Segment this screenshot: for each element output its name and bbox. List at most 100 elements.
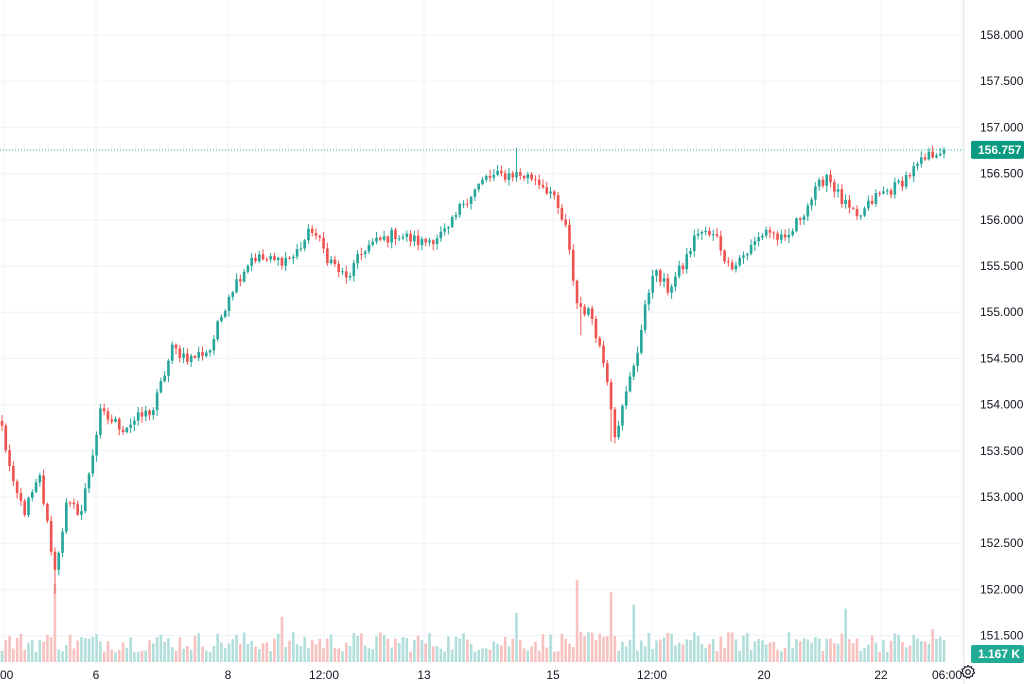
time-tick-label: 6 bbox=[93, 668, 100, 682]
volume-bar bbox=[469, 643, 473, 662]
volume-bar bbox=[700, 643, 704, 662]
candle-body bbox=[829, 174, 832, 183]
candle-body bbox=[587, 308, 590, 315]
price-axis[interactable]: 158.000 157.500 157.000 156.500 156.000 155.5… bbox=[980, 28, 1024, 643]
candle-body bbox=[322, 237, 325, 249]
candle-body bbox=[677, 265, 681, 277]
volume-bar bbox=[424, 643, 428, 662]
volume-bar bbox=[431, 646, 435, 662]
volume-bar bbox=[655, 640, 658, 662]
volume-bar bbox=[817, 638, 821, 662]
candle-body bbox=[424, 238, 428, 243]
candle-body bbox=[511, 173, 515, 178]
volume-bar bbox=[212, 646, 216, 662]
volume-bar bbox=[568, 643, 571, 662]
time-axis[interactable]: 00 6 8 12:00 13 15 12:00 20 22 06:00 bbox=[0, 668, 962, 682]
candle-body bbox=[882, 191, 885, 194]
volume-bar bbox=[541, 634, 545, 662]
volume-bar bbox=[397, 642, 401, 662]
candle-body bbox=[473, 189, 477, 197]
candle-body bbox=[848, 200, 851, 208]
candle-body bbox=[938, 153, 942, 156]
candle-body bbox=[878, 193, 882, 195]
candle-body bbox=[68, 502, 72, 504]
volume-bar bbox=[780, 651, 783, 662]
volume-bar bbox=[613, 636, 617, 662]
candle-body bbox=[110, 419, 114, 422]
time-tick-label: 12:00 bbox=[309, 668, 339, 682]
candle-body bbox=[405, 233, 409, 237]
volume-bar bbox=[882, 639, 885, 662]
candle-body bbox=[23, 500, 27, 516]
candle-body bbox=[935, 155, 938, 158]
candle-body bbox=[658, 270, 662, 282]
candle-body bbox=[95, 434, 98, 456]
volume-bar bbox=[564, 638, 568, 662]
candle-body bbox=[46, 503, 49, 521]
candle-body bbox=[450, 217, 454, 228]
candle-body bbox=[916, 163, 919, 166]
volume-bar bbox=[53, 584, 57, 662]
candle-body bbox=[27, 497, 30, 516]
volume-bar bbox=[923, 641, 927, 662]
candle-body bbox=[269, 256, 272, 260]
volume-bar bbox=[360, 633, 363, 662]
price-tick-label: 157.000 bbox=[980, 120, 1024, 134]
volume-bar bbox=[814, 637, 817, 662]
candle-body bbox=[503, 173, 507, 180]
volume-bar bbox=[382, 634, 386, 662]
volume-bar bbox=[106, 641, 110, 662]
volume-bar bbox=[636, 650, 639, 662]
candle-body bbox=[386, 236, 390, 243]
volume-bar bbox=[288, 640, 291, 662]
volume-bar bbox=[685, 639, 689, 662]
candle-body bbox=[776, 233, 779, 240]
candle-body bbox=[140, 412, 144, 417]
candle-body bbox=[655, 270, 658, 276]
candle-body bbox=[220, 316, 223, 322]
volume-bar bbox=[167, 638, 170, 662]
candle-body bbox=[885, 190, 889, 192]
volume-bar bbox=[840, 633, 844, 662]
candle-body bbox=[367, 244, 371, 252]
volume-bar bbox=[681, 644, 685, 662]
volume-bar bbox=[908, 645, 912, 662]
volume-bar bbox=[575, 580, 579, 662]
candle-body bbox=[594, 318, 598, 339]
volume-bar bbox=[579, 631, 583, 662]
candle-body bbox=[798, 218, 802, 221]
candle-body bbox=[704, 230, 707, 233]
volume-bar bbox=[488, 649, 492, 662]
volume-bar bbox=[280, 616, 284, 662]
candle-body bbox=[106, 411, 110, 420]
volume-bar bbox=[125, 647, 129, 662]
volume-bar bbox=[500, 645, 503, 662]
candle-body bbox=[791, 231, 794, 235]
volume-bar bbox=[148, 640, 151, 662]
candle-body bbox=[783, 234, 787, 238]
candle-body bbox=[121, 429, 125, 433]
volume-bar bbox=[405, 638, 409, 662]
volume-bar bbox=[83, 638, 87, 662]
volume-bar bbox=[658, 639, 662, 662]
candle-body bbox=[337, 264, 341, 272]
volume-bar bbox=[874, 642, 878, 662]
candle-body bbox=[257, 254, 261, 262]
settings-button[interactable] bbox=[957, 661, 979, 683]
volume-bar bbox=[761, 640, 764, 662]
candle-body bbox=[662, 278, 666, 282]
volume-bar bbox=[832, 643, 836, 662]
candle-body bbox=[840, 189, 844, 204]
volume-bar bbox=[216, 633, 219, 662]
candle-body bbox=[526, 174, 530, 179]
candle-body bbox=[378, 237, 382, 240]
candle-body bbox=[692, 235, 696, 251]
price-tick-label: 157.500 bbox=[980, 74, 1024, 88]
volume-bar bbox=[80, 637, 83, 662]
volume-bar bbox=[666, 632, 670, 662]
candle-body bbox=[133, 420, 136, 425]
price-tick-label: 152.500 bbox=[980, 536, 1024, 550]
candle-body bbox=[204, 352, 208, 357]
